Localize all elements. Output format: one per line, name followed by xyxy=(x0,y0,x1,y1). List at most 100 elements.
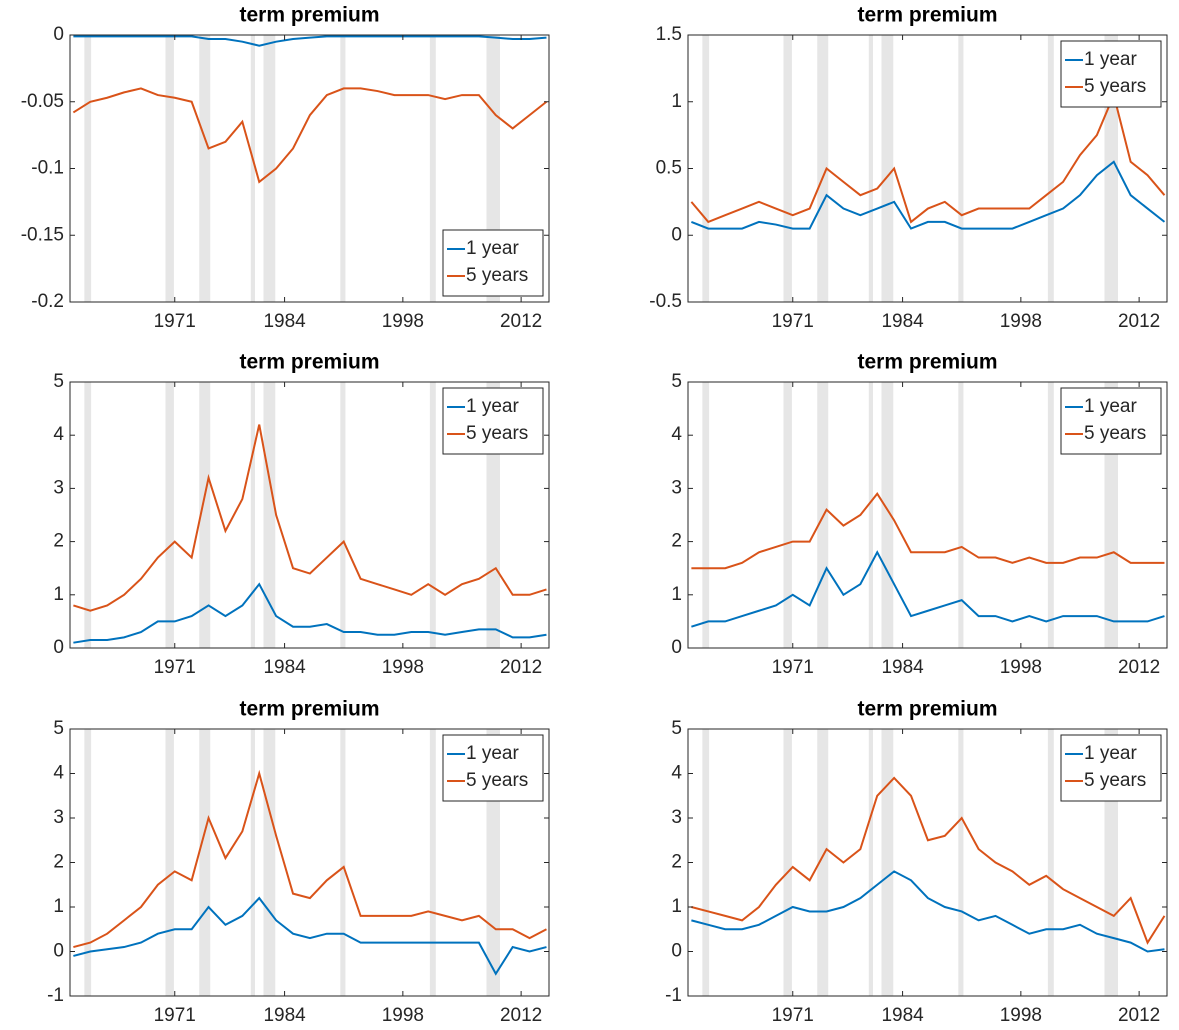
recession-band xyxy=(1047,382,1054,648)
chart-title: term premium xyxy=(857,698,997,721)
plot-area xyxy=(72,35,548,302)
y-tick-label: 3 xyxy=(53,477,64,498)
y-tick-label: 0 xyxy=(53,941,64,962)
x-tick-label: 1998 xyxy=(1000,657,1042,678)
recession-band xyxy=(199,382,211,648)
y-tick-label: 2 xyxy=(53,852,64,873)
recession-band xyxy=(165,729,174,996)
y-tick-label: -0.2 xyxy=(31,291,64,312)
y-tick-label: 0 xyxy=(53,637,64,658)
recession-band xyxy=(1047,729,1054,996)
y-tick-label: -0.15 xyxy=(21,224,64,245)
y-tick-label: 1 xyxy=(671,584,682,605)
recession-band xyxy=(958,729,964,996)
recession-band xyxy=(868,729,874,996)
recession-band xyxy=(199,729,211,996)
y-tick-label: 1 xyxy=(53,584,64,605)
recession-band xyxy=(263,729,276,996)
y-tick-label: -1 xyxy=(47,985,64,1006)
x-tick-label: 1984 xyxy=(881,1005,924,1026)
x-tick-label: 1984 xyxy=(881,311,924,332)
legend-label: 5 years xyxy=(466,265,528,286)
recession-band xyxy=(958,35,964,302)
x-tick-label: 1984 xyxy=(263,1005,306,1026)
recession-band xyxy=(250,382,256,648)
recession-band xyxy=(1047,35,1054,302)
x-tick-label: 2012 xyxy=(500,657,542,678)
recession-band xyxy=(702,382,710,648)
recession-band xyxy=(429,729,436,996)
series-line xyxy=(73,424,547,612)
x-tick-label: 1998 xyxy=(382,657,424,678)
legend-label: 1 year xyxy=(1084,396,1137,417)
recession-band xyxy=(783,729,792,996)
legend-box xyxy=(1060,40,1162,108)
x-tick-label: 1984 xyxy=(263,657,306,678)
legend-box xyxy=(442,229,544,297)
x-tick-label: 2012 xyxy=(500,1005,542,1026)
x-tick-label: 1971 xyxy=(154,311,196,332)
x-tick-label: 1984 xyxy=(263,311,306,332)
recession-band xyxy=(817,35,829,302)
recession-band xyxy=(881,35,894,302)
legend-label: 5 years xyxy=(1084,423,1146,444)
legend-box xyxy=(1060,734,1162,802)
x-tick-label: 1971 xyxy=(154,657,196,678)
subplot: -1 0 1 2 3 4 5 1971 1984 1998 2012 term premium 1 ye… xyxy=(47,698,550,1026)
recession-band xyxy=(84,382,92,648)
recession-band xyxy=(783,35,792,302)
series-line xyxy=(72,87,548,184)
y-tick-label: 1 xyxy=(53,896,64,917)
chart-title: term premium xyxy=(239,698,379,721)
series-line xyxy=(691,870,1165,953)
recession-band xyxy=(429,382,436,648)
series-line xyxy=(73,582,547,644)
series-line xyxy=(691,776,1166,945)
legend-label: 1 year xyxy=(1084,743,1137,764)
y-tick-label: 0 xyxy=(671,224,682,245)
recession-band xyxy=(263,35,276,302)
recession-band xyxy=(84,729,92,996)
y-tick-label: 1 xyxy=(671,91,682,112)
recession-band xyxy=(881,382,894,648)
y-tick-label: -0.1 xyxy=(31,158,64,179)
x-tick-label: 2012 xyxy=(1118,657,1160,678)
recession-band xyxy=(783,382,792,648)
legend-label: 1 year xyxy=(466,743,519,764)
legend-box xyxy=(1060,387,1162,455)
legend-box xyxy=(442,734,544,802)
x-tick-label: 1971 xyxy=(772,1005,814,1026)
y-tick-label: 0.5 xyxy=(656,158,682,179)
series-line xyxy=(73,35,547,47)
x-tick-label: 1998 xyxy=(382,1005,424,1026)
legend-label: 1 year xyxy=(1084,49,1137,70)
y-tick-label: 5 xyxy=(53,718,64,739)
legend: 1 year 5 years xyxy=(442,387,544,455)
y-tick-label: 0 xyxy=(53,24,64,45)
y-tick-label: 2 xyxy=(671,852,682,873)
recession-band xyxy=(429,35,436,302)
recession-band xyxy=(958,382,964,648)
recession-band xyxy=(817,729,829,996)
legend: 1 year 5 years xyxy=(442,229,544,297)
x-tick-label: 2012 xyxy=(1118,311,1160,332)
recession-band xyxy=(250,729,256,996)
y-tick-label: -0.05 xyxy=(21,91,64,112)
legend-label: 5 years xyxy=(466,770,528,791)
subplot: -0.5 0 0.5 1 1.5 1971 1984 1998 2012 term premium… xyxy=(649,4,1168,332)
series-line xyxy=(73,769,547,949)
y-tick-label: 5 xyxy=(53,371,64,392)
series-line xyxy=(691,550,1165,628)
y-tick-label: 3 xyxy=(671,807,682,828)
y-tick-label: 5 xyxy=(671,371,682,392)
recession-band xyxy=(340,35,346,302)
chart-title: term premium xyxy=(857,4,997,27)
subplot: 0 1 2 3 4 5 1971 1984 1998 2012 term premium 1 year… xyxy=(671,351,1168,678)
subplot: -1 0 1 2 3 4 5 1971 1984 1998 2012 term premium 1 ye… xyxy=(665,698,1168,1026)
legend-label: 5 years xyxy=(466,423,528,444)
legend: 1 year 5 years xyxy=(442,734,544,802)
recession-band xyxy=(165,35,174,302)
x-tick-label: 2012 xyxy=(1118,1005,1160,1026)
axes-box xyxy=(69,381,550,649)
